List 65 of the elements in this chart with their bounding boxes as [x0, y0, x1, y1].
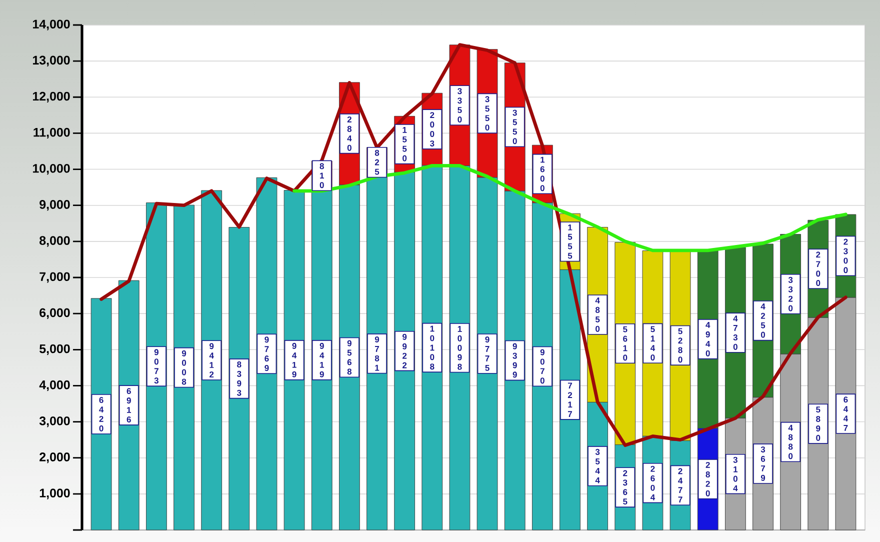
data-label: 9922: [402, 334, 407, 368]
y-tick-label: 13,000: [32, 56, 70, 66]
data-label: 10098: [458, 326, 462, 370]
y-tick-label: 14,000: [32, 20, 70, 30]
data-label: 2700: [816, 252, 820, 286]
data-label: 5610: [623, 326, 628, 361]
data-label: 6420: [99, 397, 104, 432]
data-label: 9781: [374, 336, 380, 371]
data-label: 9775: [485, 336, 490, 371]
data-label: 2365: [622, 470, 628, 505]
y-tick-label: 5,000: [40, 344, 70, 355]
data-label: 6447: [843, 396, 848, 431]
data-label: 2820: [706, 462, 710, 496]
bar: [174, 204, 194, 530]
data-label: 3550: [512, 110, 517, 144]
data-label: 3320: [788, 276, 793, 312]
data-label: 3350: [458, 88, 462, 123]
y-tick-label: 3,000: [39, 416, 70, 428]
data-label: 2840: [347, 116, 352, 151]
data-label: 2300: [844, 238, 848, 274]
data-label: 10108: [430, 326, 434, 370]
data-label: 3550: [485, 96, 490, 131]
data-label: 9008: [182, 350, 186, 385]
data-label: 1550: [402, 126, 407, 162]
data-label: 4730: [733, 316, 738, 350]
data-label: 1600: [540, 156, 545, 192]
data-label: 8393: [236, 361, 242, 396]
y-tick-label: 10,000: [32, 164, 70, 175]
y-tick-label: 7,000: [40, 272, 70, 283]
y-tick-label: 11,000: [34, 128, 70, 139]
data-label: 9419: [292, 342, 297, 378]
data-label: 1555: [568, 224, 572, 259]
data-label: 9073: [154, 349, 158, 384]
data-label: 5140: [650, 326, 656, 361]
data-label: 4250: [760, 303, 766, 338]
data-label: 6916: [126, 388, 131, 422]
data-label: 810: [320, 163, 324, 188]
data-label: 3679: [760, 446, 766, 481]
y-tick-label: 12,000: [32, 92, 70, 102]
y-tick-label: 8,000: [40, 236, 70, 247]
data-label: 825: [374, 150, 380, 175]
data-label: 4850: [595, 298, 600, 332]
data-label: 5280: [678, 328, 682, 363]
data-label: 9412: [209, 343, 214, 378]
y-tick-label: 2,000: [40, 452, 70, 464]
data-label: 9399: [512, 343, 517, 378]
data-label: 4880: [788, 424, 793, 460]
data-label: 9769: [264, 336, 269, 371]
bar: [311, 190, 332, 530]
data-label: 3104: [733, 456, 738, 492]
y-tick-label: 1,000: [40, 488, 70, 500]
data-label: 5890: [816, 406, 820, 441]
data-label: 7217: [568, 382, 572, 417]
data-label: 2604: [650, 466, 656, 500]
data-label: 2477: [678, 468, 683, 502]
data-label: 2003: [430, 112, 434, 146]
bar: [284, 190, 305, 530]
y-tick-label: 6,000: [40, 308, 70, 319]
y-tick-label: 9,000: [40, 200, 70, 211]
y-tick-label: 4,000: [39, 380, 70, 392]
data-label: 9070: [540, 349, 544, 384]
data-label: 3544: [595, 448, 600, 484]
data-label: 9419: [320, 342, 324, 378]
data-label: 9568: [347, 340, 352, 375]
data-label: 4940: [706, 322, 710, 356]
